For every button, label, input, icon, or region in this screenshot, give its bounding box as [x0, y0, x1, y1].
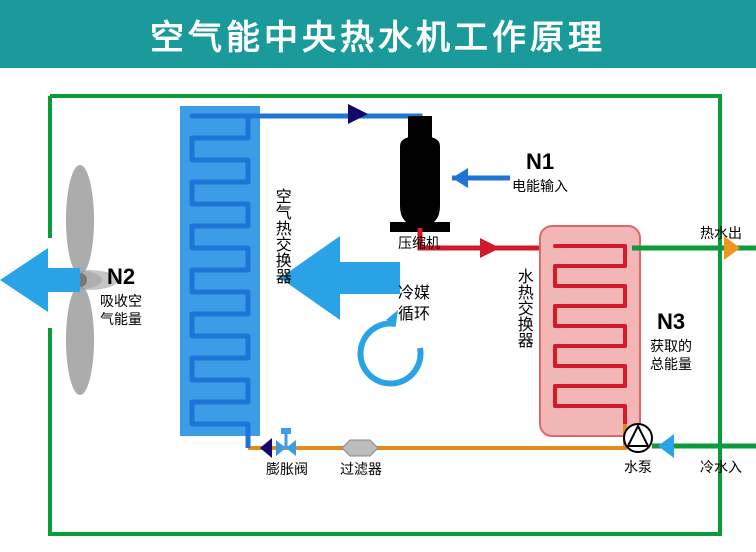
compressor-label: 压缩机: [398, 234, 440, 252]
n1-label: N1: [526, 149, 554, 174]
title-text: 空气能中央热水机工作原理: [150, 10, 606, 59]
n3-sub2: 总能量: [650, 356, 692, 372]
title-bar: 空气能中央热水机工作原理: [0, 0, 756, 68]
pump-label: 水泵: [624, 458, 652, 476]
n1-sub: 电能输入: [512, 178, 568, 194]
n3-label: N3: [657, 309, 685, 334]
cold-in-label: 冷水入: [700, 458, 742, 476]
refrigerant-label: 冷媒 循环: [398, 284, 430, 326]
n2-label: N2: [107, 264, 135, 289]
n2-sub1: 吸收空: [100, 293, 142, 309]
n2-block: N2 吸收空 气能量: [100, 263, 142, 328]
hot-out-label: 热水出: [700, 224, 742, 242]
filter-label: 过滤器: [340, 460, 382, 478]
refrigerant-t1: 冷媒: [398, 285, 430, 302]
water-exchanger-label: 水热交换器: [512, 268, 533, 348]
n3-sub1: 获取的: [650, 338, 692, 354]
diagram-canvas: N2 吸收空 气能量 N1 电能输入 N3 获取的 总能量 空气热交换器 水热交…: [0, 68, 756, 552]
air-exchanger-label: 空气热交换器: [270, 188, 291, 284]
refrigerant-t2: 循环: [398, 306, 430, 323]
n1-block: N1 电能输入: [512, 148, 568, 195]
expansion-label: 膨胀阀: [266, 460, 308, 478]
n3-block: N3 获取的 总能量: [650, 308, 692, 373]
n2-sub2: 气能量: [100, 311, 142, 327]
